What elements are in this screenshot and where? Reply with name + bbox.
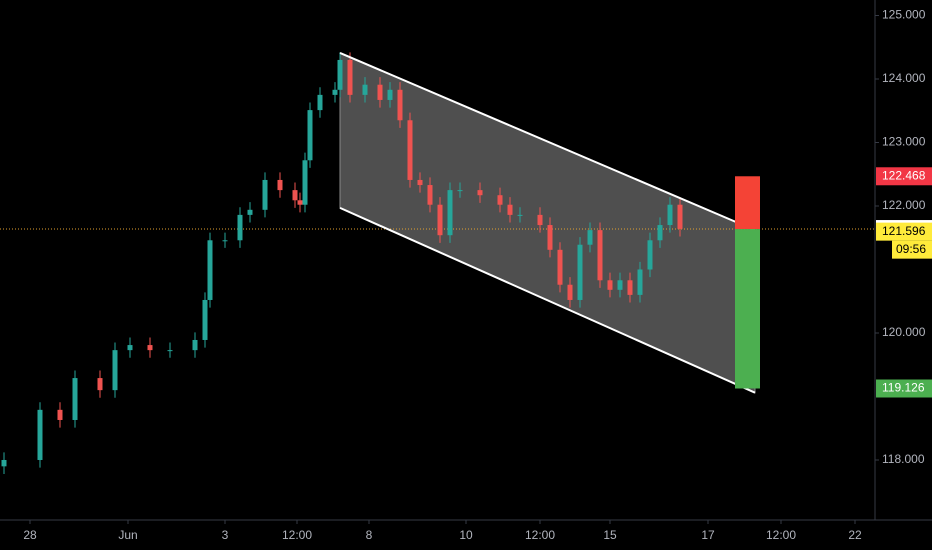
candle-body <box>112 350 118 391</box>
candle-body <box>647 240 653 270</box>
candle-body <box>362 84 368 95</box>
candle-body <box>347 59 353 95</box>
axis-price-label <box>876 167 932 186</box>
candle-body <box>677 204 683 229</box>
candle-body <box>307 110 313 161</box>
candle-body <box>577 244 583 300</box>
candle-body <box>192 339 198 351</box>
candle-body <box>667 204 673 226</box>
candle-body <box>387 89 393 100</box>
candle-body <box>167 350 173 352</box>
channel-upper <box>339 52 756 232</box>
x-tick-label: 10 <box>459 528 473 542</box>
y-tick-label: 120.000 <box>882 325 926 339</box>
candle-body <box>207 240 213 300</box>
countdown-bg <box>892 240 932 259</box>
x-tick-label: 12:00 <box>766 528 796 542</box>
candle-body <box>292 190 298 201</box>
candle-body <box>202 299 208 340</box>
x-tick-label: 22 <box>848 528 862 542</box>
candle-body <box>147 345 153 351</box>
candle-body <box>277 179 283 191</box>
candle-body <box>477 190 483 196</box>
candle-body <box>407 120 413 180</box>
x-tick-label: 8 <box>366 528 373 542</box>
x-tick-label: Jun <box>118 528 137 542</box>
candle-body <box>302 160 308 205</box>
x-tick-label: 15 <box>603 528 617 542</box>
x-tick-label: 3 <box>222 528 229 542</box>
candle-body <box>507 204 513 215</box>
candle-body <box>97 378 103 391</box>
countdown: 09:56 <box>896 242 926 256</box>
candle-body <box>127 345 133 351</box>
candle-body <box>262 179 268 210</box>
candle-body <box>417 179 423 186</box>
stop-zone <box>735 176 760 230</box>
x-tick-label: 17 <box>701 528 715 542</box>
y-tick-label: 118.000 <box>882 452 925 466</box>
candle-body <box>657 225 663 241</box>
axis-price-text: 122.468 <box>882 168 926 182</box>
candle-body <box>537 214 543 226</box>
candle-body <box>72 378 78 420</box>
candle-body <box>557 249 563 285</box>
y-tick-label: 125.000 <box>882 8 926 22</box>
candle-body <box>587 230 593 245</box>
y-tick-label: 123.000 <box>882 135 926 149</box>
candle-body <box>337 59 343 90</box>
candle-body <box>607 280 613 290</box>
candle-body <box>567 284 573 300</box>
y-tick-label: 124.000 <box>882 71 926 85</box>
y-tick-label: 122.000 <box>882 198 926 212</box>
axis-price-text: 119.126 <box>882 381 925 395</box>
candle-body <box>447 190 453 236</box>
axis-price-label <box>876 379 932 398</box>
candle-body <box>517 214 523 216</box>
candle-body <box>617 280 623 290</box>
candle-body <box>1 459 7 467</box>
x-tick-label: 28 <box>23 528 37 542</box>
candle-body <box>457 190 463 192</box>
candle-body <box>637 269 643 295</box>
candle-body <box>397 89 403 121</box>
candle-body <box>437 204 443 236</box>
target-zone <box>735 229 760 389</box>
candle-body <box>237 214 243 241</box>
channel-lower <box>339 206 756 394</box>
axis-price-text: 121.596 <box>882 224 926 238</box>
candle-body <box>222 240 228 242</box>
candle-body <box>597 230 603 281</box>
candle-body <box>57 409 63 420</box>
candle-body <box>627 280 633 295</box>
candle-body <box>547 225 553 250</box>
axis-price-label <box>876 222 932 241</box>
candle-body <box>37 409 43 460</box>
candle-body <box>497 195 503 205</box>
x-tick-label: 12:00 <box>525 528 555 542</box>
candle-body <box>247 209 253 215</box>
candle-body <box>297 200 303 205</box>
candle-body <box>332 89 338 95</box>
candle-body <box>317 94 323 111</box>
candle-body <box>377 84 383 100</box>
x-tick-label: 12:00 <box>282 528 312 542</box>
candle-body <box>427 185 433 205</box>
